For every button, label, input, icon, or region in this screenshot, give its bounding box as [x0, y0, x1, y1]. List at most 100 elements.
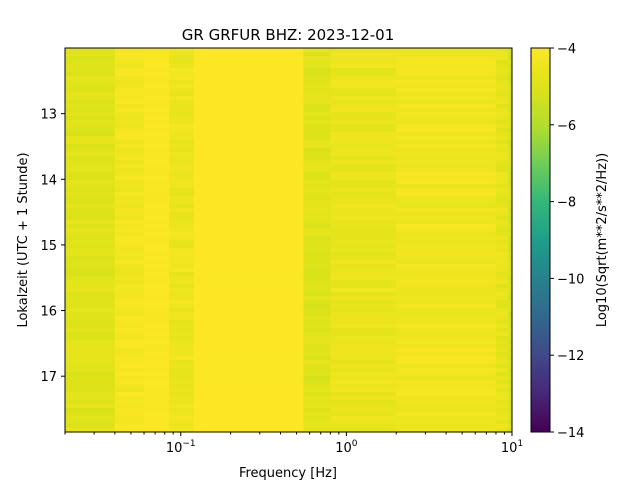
heatmap-cell [144, 252, 170, 257]
heatmap-cell [508, 420, 512, 425]
heatmap-cell [330, 76, 397, 81]
heatmap-cell [193, 80, 304, 85]
heatmap-cell [508, 324, 512, 329]
heatmap-cell [169, 108, 195, 113]
heatmap-cell [65, 344, 116, 349]
heatmap-cell [193, 56, 304, 61]
heatmap-cell [193, 176, 304, 181]
heatmap-cell [144, 412, 170, 417]
heatmap-cell [193, 64, 304, 69]
heatmap-cell [508, 360, 512, 365]
heatmap-cell [495, 152, 509, 157]
heatmap-cell [508, 224, 512, 229]
heatmap-cell [396, 356, 497, 361]
heatmap-cell [330, 148, 397, 153]
heatmap-cell [144, 180, 170, 185]
heatmap-cell [193, 148, 304, 153]
heatmap-cell [169, 188, 195, 193]
heatmap-cell [495, 172, 509, 177]
heatmap-cell [169, 52, 195, 57]
heatmap-cell [495, 48, 509, 53]
heatmap-cell [169, 344, 195, 349]
heatmap-cell [114, 68, 145, 73]
heatmap-cell [508, 132, 512, 137]
heatmap-cell [330, 96, 397, 101]
heatmap-cell [114, 112, 145, 117]
heatmap-cell [65, 304, 116, 309]
heatmap-cell [396, 212, 497, 217]
heatmap-cell [65, 92, 116, 97]
heatmap-cell [65, 152, 116, 157]
heatmap-cell [114, 72, 145, 77]
heatmap-cell [508, 208, 512, 213]
heatmap-cell [396, 112, 497, 117]
heatmap-cell [193, 112, 304, 117]
heatmap-cell [495, 428, 509, 432]
heatmap-cell [65, 128, 116, 133]
heatmap-cell [169, 256, 195, 261]
heatmap-cell [330, 336, 397, 341]
heatmap-cell [330, 252, 397, 257]
heatmap-cell [508, 56, 512, 61]
heatmap-cell [495, 304, 509, 309]
heatmap-cell [65, 88, 116, 93]
heatmap-cell [508, 364, 512, 369]
heatmap-cell [193, 348, 304, 353]
heatmap-cell [330, 380, 397, 385]
heatmap-cell [169, 396, 195, 401]
heatmap-cell [495, 296, 509, 301]
heatmap-cell [495, 236, 509, 241]
heatmap-cell [330, 132, 397, 137]
heatmap-cell [193, 128, 304, 133]
heatmap-cell [114, 296, 145, 301]
heatmap-cell [303, 200, 331, 205]
heatmap-cell [330, 216, 397, 221]
heatmap-cell [330, 208, 397, 213]
heatmap-cell [114, 232, 145, 237]
heatmap-cell [303, 56, 331, 61]
heatmap-cell [495, 144, 509, 149]
heatmap-cell [114, 348, 145, 353]
x-axis: 10−1 100 101 [64, 432, 523, 456]
heatmap-cell [396, 316, 497, 321]
heatmap-cell [169, 316, 195, 321]
heatmap-cell [193, 372, 304, 377]
heatmap-cell [330, 104, 397, 109]
heatmap-cell [114, 288, 145, 293]
heatmap-cell [508, 188, 512, 193]
heatmap-cell [303, 240, 331, 245]
heatmap-cell [114, 48, 145, 53]
heatmap-cell [396, 404, 497, 409]
heatmap-cell [144, 308, 170, 313]
heatmap-cell [114, 108, 145, 113]
heatmap-cell [65, 264, 116, 269]
heatmap-cell [144, 356, 170, 361]
heatmap-cell [396, 328, 497, 333]
heatmap-cell [495, 164, 509, 169]
heatmap-cell [303, 404, 331, 409]
heatmap-cell [193, 60, 304, 65]
heatmap-cell [508, 128, 512, 133]
heatmap-cell [65, 376, 116, 381]
heatmap-cell [193, 240, 304, 245]
heatmap-cell [303, 352, 331, 357]
heatmap-cell [396, 252, 497, 257]
heatmap-cell [330, 136, 397, 141]
heatmap-cell [65, 240, 116, 245]
heatmap-cell [114, 168, 145, 173]
heatmap-cell [495, 212, 509, 217]
heatmap-cell [303, 280, 331, 285]
heatmap-cell [144, 220, 170, 225]
heatmap-cell [114, 332, 145, 337]
heatmap-cell [144, 48, 170, 53]
heatmap-cell [65, 268, 116, 273]
heatmap-cell [144, 60, 170, 65]
heatmap-cell [144, 304, 170, 309]
heatmap-cell [169, 60, 195, 65]
heatmap-cell [330, 88, 397, 93]
heatmap-cell [330, 92, 397, 97]
heatmap-cell [396, 400, 497, 405]
heatmap-cell [508, 368, 512, 373]
heatmap-cell [144, 204, 170, 209]
heatmap-cell [193, 220, 304, 225]
